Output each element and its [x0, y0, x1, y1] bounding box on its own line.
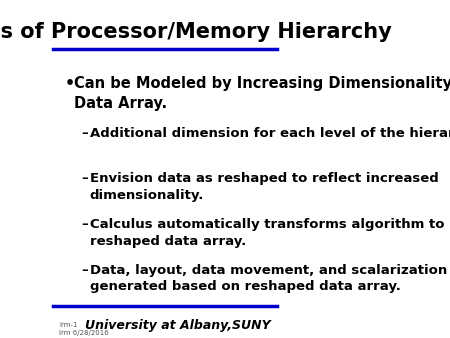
Text: –: –: [82, 127, 89, 140]
Text: Envision data as reshaped to reflect increased
dimensionality.: Envision data as reshaped to reflect inc…: [90, 172, 438, 202]
Text: Can be Modeled by Increasing Dimensionality of
Data Array.: Can be Modeled by Increasing Dimensional…: [74, 76, 450, 111]
Text: Additional dimension for each level of the hierarchy.: Additional dimension for each level of t…: [90, 127, 450, 140]
Text: University at Albany,SUNY: University at Albany,SUNY: [85, 319, 270, 332]
Text: Levels of Processor/Memory Hierarchy: Levels of Processor/Memory Hierarchy: [0, 22, 392, 42]
Text: lrm 6/28/2016: lrm 6/28/2016: [59, 330, 109, 336]
Text: –: –: [82, 218, 89, 231]
Text: Data, layout, data movement, and scalarization automatically
generated based on : Data, layout, data movement, and scalari…: [90, 264, 450, 293]
Text: Calculus automatically transforms algorithm to reflect
reshaped data array.: Calculus automatically transforms algori…: [90, 218, 450, 247]
Text: –: –: [82, 172, 89, 185]
Text: –: –: [82, 264, 89, 276]
Text: lrm-1: lrm-1: [59, 322, 78, 328]
Text: •: •: [65, 76, 75, 91]
